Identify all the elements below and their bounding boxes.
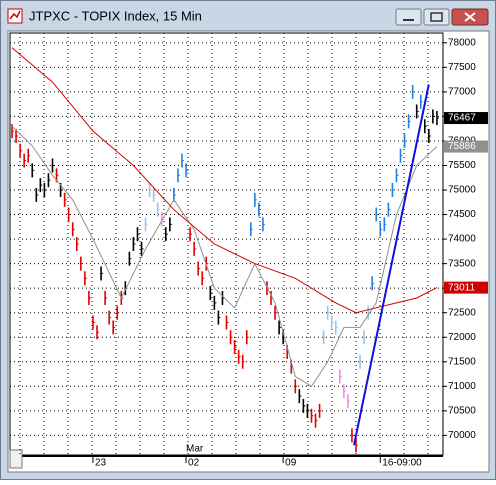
y-tick-label: 72500 bbox=[448, 307, 476, 318]
close-icon bbox=[464, 12, 476, 22]
y-tick-label: 70500 bbox=[448, 405, 476, 416]
y-tick-label: 70000 bbox=[448, 430, 476, 441]
x-tick-label: 23 bbox=[95, 458, 107, 469]
month-label: Mar bbox=[186, 444, 204, 455]
y-tick-label: 77500 bbox=[448, 62, 476, 73]
y-tick-label: 74500 bbox=[448, 209, 476, 220]
plot-area bbox=[9, 32, 444, 456]
y-tick-label: 72000 bbox=[448, 332, 476, 343]
y-tick-label: 71000 bbox=[448, 381, 476, 392]
x-tick-label: 09 bbox=[285, 458, 297, 469]
y-tick-label: 73500 bbox=[448, 258, 476, 269]
maximize-button[interactable] bbox=[423, 8, 450, 26]
x-tick-label: 02 bbox=[188, 458, 200, 469]
last-value-label: 76467 bbox=[448, 113, 476, 124]
last-value-box bbox=[444, 281, 488, 294]
y-tick-label: 77000 bbox=[448, 87, 476, 98]
moving-average bbox=[11, 125, 438, 387]
trend-line bbox=[353, 84, 430, 446]
moving-average bbox=[11, 47, 438, 314]
last-value-box bbox=[444, 140, 488, 153]
y-tick-label: 75000 bbox=[448, 185, 476, 196]
window-title: JTPXC - TOPIX Index, 15 Min bbox=[29, 8, 202, 23]
y-tick-label: 78000 bbox=[448, 37, 476, 48]
last-value-label: 73011 bbox=[448, 282, 476, 293]
app-icon-glyph bbox=[9, 10, 21, 20]
plot-layer bbox=[10, 33, 443, 455]
y-tick-label: 71500 bbox=[448, 356, 476, 367]
minimize-button[interactable] bbox=[395, 8, 422, 26]
y-tick-label: 74000 bbox=[448, 234, 476, 245]
last-value-box bbox=[444, 112, 488, 125]
scroll-handle[interactable] bbox=[9, 449, 23, 469]
maximize-icon bbox=[430, 12, 443, 22]
x-tick-label: 16-09:00 bbox=[382, 458, 422, 469]
y-tick-label: 75500 bbox=[448, 160, 476, 171]
last-value-label: 75886 bbox=[448, 141, 476, 152]
